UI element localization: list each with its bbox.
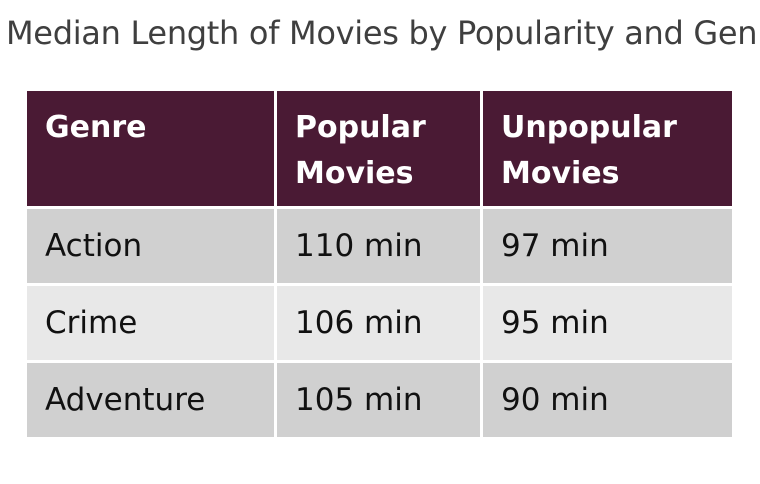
- header-genre: Genre: [24, 88, 277, 209]
- table-row: Adventure 105 min 90 min: [24, 360, 735, 440]
- chart-title: Median Length of Movies by Popularity an…: [6, 14, 760, 52]
- header-row: Genre Popular Movies Unpopular Movies: [24, 88, 735, 209]
- data-table: Genre Popular Movies Unpopular Movies Acti…: [24, 88, 735, 440]
- cell-genre: Adventure: [24, 360, 277, 440]
- cell-genre: Action: [24, 206, 277, 286]
- cell-unpopular: 95 min: [480, 283, 735, 363]
- header-unpopular: Unpopular Movies: [480, 88, 735, 209]
- cell-popular: 106 min: [274, 283, 483, 363]
- cell-popular: 110 min: [274, 206, 483, 286]
- table-row: Action 110 min 97 min: [24, 206, 735, 286]
- cell-unpopular: 90 min: [480, 360, 735, 440]
- cell-unpopular: 97 min: [480, 206, 735, 286]
- cell-genre: Crime: [24, 283, 277, 363]
- cell-popular: 105 min: [274, 360, 483, 440]
- header-popular: Popular Movies: [274, 88, 483, 209]
- table-row: Crime 106 min 95 min: [24, 283, 735, 363]
